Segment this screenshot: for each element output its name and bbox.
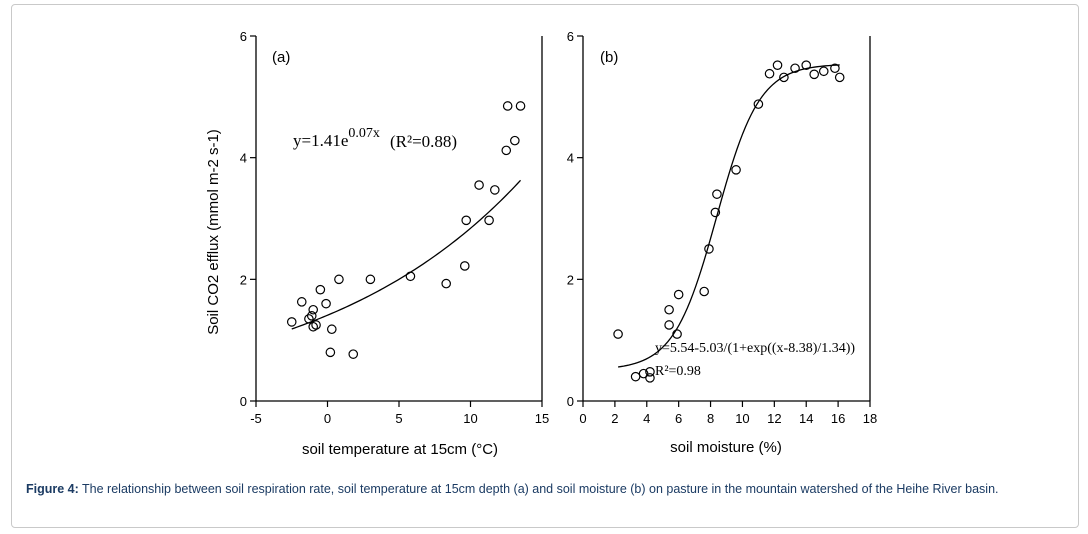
equation-b: y=5.54-5.03/(1+exp((x-8.38)/1.34)) xyxy=(655,341,855,356)
x-tick-label-b: 2 xyxy=(611,411,618,426)
data-point-a xyxy=(501,145,512,156)
data-point-b xyxy=(664,320,674,330)
y-tick-label-b: 6 xyxy=(567,29,574,44)
x-tick-label-a: 15 xyxy=(535,411,549,426)
x-tick-label-b: 4 xyxy=(643,411,650,426)
y-tick-label-b: 2 xyxy=(567,272,574,287)
x-tick-label-b: 12 xyxy=(767,411,781,426)
figure-frame xyxy=(11,4,1079,528)
data-point-a xyxy=(348,349,359,359)
equation-a-exponent: 0.07x xyxy=(348,126,380,141)
y-tick-label-a: 4 xyxy=(240,151,247,166)
x-tick-label-b: 0 xyxy=(579,411,586,426)
x-tick-label-b: 8 xyxy=(707,411,714,426)
data-point-b xyxy=(801,60,812,70)
equation-a: y=1.41e0.07x xyxy=(293,126,380,150)
y-tick-label-a: 2 xyxy=(240,272,247,287)
data-point-a xyxy=(474,180,484,190)
x-tick-label-a: 10 xyxy=(463,411,477,426)
data-point-b xyxy=(699,286,709,297)
data-point-b xyxy=(834,72,845,83)
data-point-a xyxy=(502,101,513,111)
data-point-b xyxy=(772,60,783,70)
data-point-a xyxy=(286,317,297,327)
data-point-b xyxy=(818,66,829,77)
y-tick-label-a: 0 xyxy=(240,394,247,409)
x-tick-label-b: 10 xyxy=(735,411,749,426)
data-point-a xyxy=(325,347,336,358)
data-point-b xyxy=(753,99,764,109)
data-point-b xyxy=(779,72,789,83)
figure-caption: Figure 4: The relationship between soil … xyxy=(26,482,1066,497)
data-point-a xyxy=(365,274,376,285)
panel-label-b: (b) xyxy=(600,49,618,66)
panel-label-a: (a) xyxy=(272,49,290,66)
panel-b: 0 2 4 6 8 10 12 14 16 18 0 2 4 6 (b) y=5.54-5.03/(1+e… xyxy=(567,29,877,456)
r-squared-b: R²=0.98 xyxy=(655,364,701,379)
x-tick-label-b: 16 xyxy=(831,411,845,426)
equation-a-base: y=1.41e xyxy=(293,131,348,150)
data-point-b xyxy=(731,165,741,175)
data-point-a xyxy=(306,311,317,321)
y-axis-title: Soil CO2 efflux (mmol m-2 s-1) xyxy=(205,129,222,335)
data-point-a xyxy=(441,278,451,289)
caption-label: Figure 4: xyxy=(26,482,79,496)
data-point-b xyxy=(630,371,641,382)
x-tick-label-a: 5 xyxy=(395,411,402,426)
x-tick-label-a: -5 xyxy=(250,411,262,426)
y-tick-label-b: 4 xyxy=(567,151,574,166)
y-tick-label-b: 0 xyxy=(567,394,574,409)
caption-text: The relationship between soil respiratio… xyxy=(82,482,999,496)
data-point-a xyxy=(484,215,494,226)
data-point-b xyxy=(645,373,655,383)
x-axis-title-a: soil temperature at 15cm (°C) xyxy=(302,441,498,458)
data-point-b xyxy=(710,207,721,218)
data-point-b xyxy=(613,329,623,339)
data-point-b xyxy=(764,68,775,79)
data-point-a xyxy=(515,101,526,111)
data-point-a xyxy=(459,261,470,271)
data-point-b xyxy=(712,189,722,199)
data-point-a xyxy=(490,185,500,195)
data-point-a xyxy=(315,284,326,295)
data-point-a xyxy=(311,320,321,330)
data-point-a xyxy=(510,135,520,146)
x-tick-label-b: 6 xyxy=(675,411,682,426)
x-tick-label-b: 14 xyxy=(799,411,813,426)
data-point-a xyxy=(308,321,318,332)
data-point-a xyxy=(321,298,331,309)
fit-curve-b xyxy=(617,64,840,368)
data-point-b xyxy=(809,69,819,80)
r-squared-a: (R²=0.88) xyxy=(390,132,457,151)
data-point-b xyxy=(645,366,655,377)
data-point-a xyxy=(461,215,472,226)
x-axis-title-b: soil moisture (%) xyxy=(670,439,782,456)
data-point-a xyxy=(334,274,344,285)
y-tick-label-a: 6 xyxy=(240,29,247,44)
x-tick-label-b: 18 xyxy=(863,411,877,426)
data-point-b xyxy=(664,304,674,315)
data-point-b xyxy=(790,63,800,74)
fit-curve-a xyxy=(291,179,522,330)
data-point-a xyxy=(296,297,307,307)
data-point-a xyxy=(308,304,318,315)
data-point-b xyxy=(830,63,840,74)
data-point-b xyxy=(673,289,684,300)
data-point-a xyxy=(326,324,337,335)
x-tick-label-a: 0 xyxy=(324,411,331,426)
